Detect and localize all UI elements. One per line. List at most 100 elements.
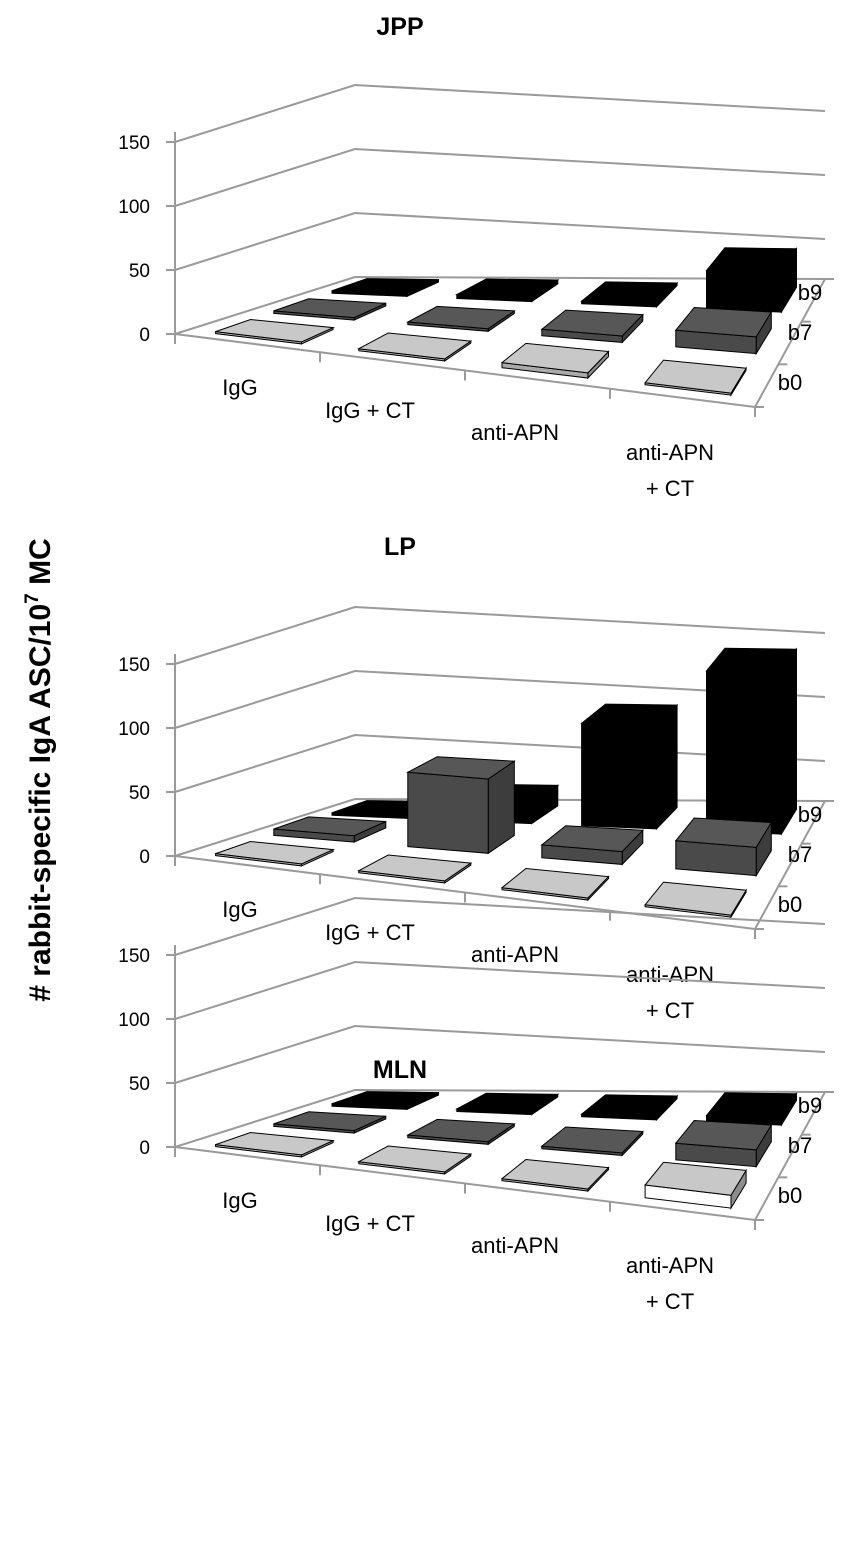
x-category-label: anti-APN bbox=[471, 942, 559, 967]
bar-top bbox=[357, 1145, 473, 1173]
bar-top bbox=[273, 816, 387, 837]
depth-category-label: b0 bbox=[778, 892, 802, 917]
bar-top bbox=[500, 342, 610, 374]
bar-b7-1 bbox=[406, 1118, 516, 1146]
bar-b9-0 bbox=[331, 1091, 439, 1111]
y-tick-label: 100 bbox=[118, 719, 150, 740]
chart-panel-mln: MLN 0 50 100 150 IgG IgG + CT anti-APN anti-APN +… bbox=[118, 896, 834, 1314]
bar-b7-0 bbox=[273, 816, 387, 843]
bar-b9-3 bbox=[705, 247, 798, 314]
bar-b0-2 bbox=[500, 1158, 610, 1193]
y-tick-label: 50 bbox=[129, 783, 150, 804]
gridline-50 bbox=[174, 1024, 826, 1084]
x-category-label: anti-APN bbox=[471, 420, 559, 445]
x-category-label-line1: anti-APN bbox=[626, 1253, 714, 1278]
bar-b0-2 bbox=[500, 867, 610, 902]
bar-b0-1 bbox=[357, 1145, 473, 1175]
x-category-label: anti-APN bbox=[471, 1233, 559, 1258]
bar-top bbox=[273, 1111, 387, 1132]
bar-top bbox=[454, 1092, 560, 1113]
x-category-label-line1: anti-APN bbox=[626, 440, 714, 465]
bar-b9-3 bbox=[705, 647, 798, 836]
floor-back-edge bbox=[174, 1088, 826, 1148]
bar-b0-2 bbox=[500, 342, 610, 380]
bar-b7-3 bbox=[674, 817, 773, 878]
chart-panel-jpp: JPP 0 50 100 150 IgG IgG + CT anti-APN anti-APN +… bbox=[118, 13, 834, 501]
bar-b0-0 bbox=[215, 318, 336, 345]
bar-b9-1 bbox=[454, 278, 560, 303]
bar-b9-2 bbox=[580, 703, 679, 831]
y-tick-label: 150 bbox=[118, 946, 150, 967]
bar-top bbox=[674, 1119, 773, 1151]
depth-axis-line bbox=[754, 1091, 826, 1221]
bar-top bbox=[406, 756, 516, 780]
bar-top bbox=[357, 854, 473, 882]
floor-back-edge bbox=[174, 275, 826, 335]
y-axis-label-suffix: MC bbox=[24, 538, 57, 593]
bar-top bbox=[406, 1118, 516, 1143]
bar-b0-3 bbox=[644, 881, 747, 919]
bar-b9-3 bbox=[705, 1092, 798, 1127]
bar-b0-3 bbox=[644, 359, 747, 397]
bar-top bbox=[705, 647, 798, 675]
bar-top bbox=[215, 840, 336, 865]
chart-title: JPP bbox=[376, 13, 423, 41]
depth-category-label: b0 bbox=[778, 370, 802, 395]
bar-b0-1 bbox=[357, 854, 473, 884]
y-tick-label: 150 bbox=[118, 655, 150, 676]
bar-front bbox=[407, 771, 489, 854]
y-tick-label: 0 bbox=[139, 847, 150, 868]
x-category-label: IgG + CT bbox=[325, 398, 415, 423]
bar-front bbox=[706, 670, 782, 835]
bar-top bbox=[580, 1094, 679, 1118]
depth-category-label: b7 bbox=[788, 842, 812, 867]
depth-category-label: b9 bbox=[798, 802, 822, 827]
y-tick-label: 0 bbox=[139, 325, 150, 346]
bar-b7-0 bbox=[273, 1111, 387, 1134]
bar-top bbox=[580, 703, 679, 728]
bar-top bbox=[540, 825, 644, 853]
bar-top bbox=[500, 867, 610, 899]
bar-side bbox=[780, 647, 797, 836]
y-axis-label-superscript: 7 bbox=[22, 593, 43, 604]
bar-top bbox=[357, 332, 473, 360]
x-category-label: anti-APN + CT bbox=[626, 1253, 714, 1314]
bar-b9-1 bbox=[454, 1092, 560, 1116]
x-category-label-line2: + CT bbox=[646, 998, 694, 1023]
bar-b7-2 bbox=[540, 825, 644, 866]
y-tick-label: 150 bbox=[118, 133, 150, 154]
gridline-150 bbox=[174, 896, 826, 956]
y-tick-label: 0 bbox=[139, 1138, 150, 1159]
bar-b7-1 bbox=[406, 305, 516, 333]
bar-top bbox=[674, 306, 773, 338]
gridline-100 bbox=[174, 147, 826, 207]
depth-category-label: b9 bbox=[798, 1093, 822, 1118]
x-category-label-line2: + CT bbox=[646, 476, 694, 501]
bar-top bbox=[540, 1126, 644, 1154]
bar-front bbox=[706, 269, 782, 313]
bar-b0-0 bbox=[215, 1131, 336, 1158]
depth-axis-line bbox=[754, 278, 826, 408]
bar-b9-2 bbox=[580, 1094, 679, 1122]
gridline-100 bbox=[174, 960, 826, 1020]
bar-b7-3 bbox=[674, 1119, 773, 1169]
x-category-label: IgG bbox=[222, 1188, 257, 1213]
bar-b0-1 bbox=[357, 332, 473, 362]
x-category-label: IgG bbox=[222, 375, 257, 400]
y-tick-label: 100 bbox=[118, 1010, 150, 1031]
y-tick-label: 100 bbox=[118, 197, 150, 218]
bar-b9-0 bbox=[331, 278, 439, 298]
y-tick-label: 50 bbox=[129, 261, 150, 282]
bar-top bbox=[705, 247, 798, 275]
x-category-label: IgG + CT bbox=[325, 920, 415, 945]
x-category-label: anti-APN + CT bbox=[626, 962, 714, 1023]
y-tick-label: 50 bbox=[129, 1074, 150, 1095]
depth-category-label: b0 bbox=[778, 1183, 802, 1208]
bar-front bbox=[581, 722, 657, 830]
bar-b9-2 bbox=[580, 281, 679, 309]
gridline-150 bbox=[174, 605, 826, 665]
gridline-150 bbox=[174, 83, 826, 143]
chart-title: LP bbox=[384, 533, 416, 561]
bar-b7-0 bbox=[273, 298, 387, 321]
x-category-label-line1: anti-APN bbox=[626, 962, 714, 987]
